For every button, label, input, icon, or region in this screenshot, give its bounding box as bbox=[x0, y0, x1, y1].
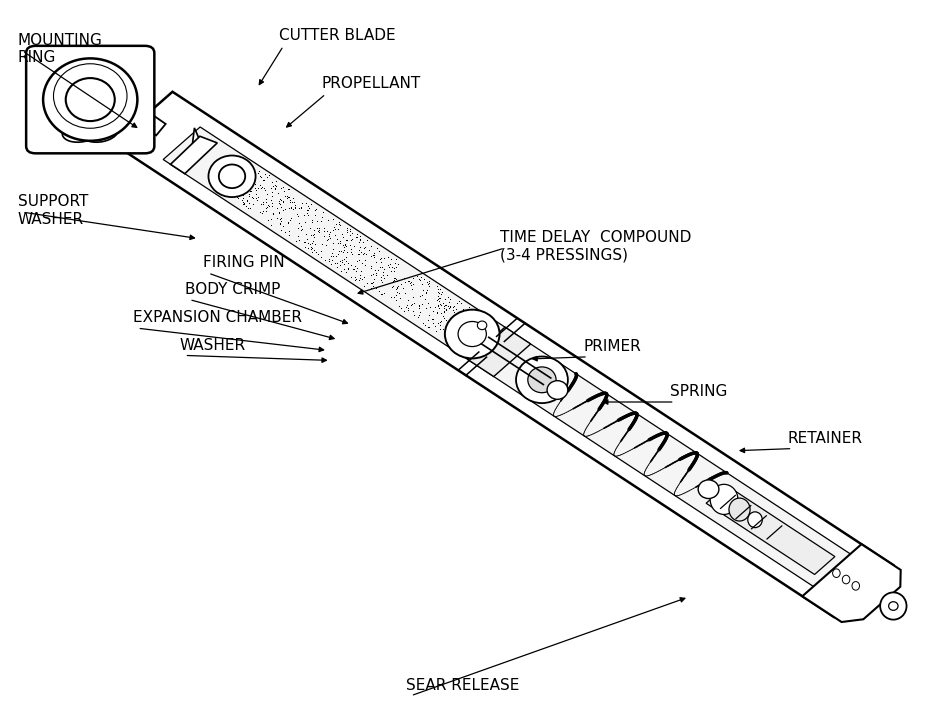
Ellipse shape bbox=[478, 321, 487, 330]
Ellipse shape bbox=[729, 498, 750, 521]
Text: SEAR RELEASE: SEAR RELEASE bbox=[406, 678, 519, 693]
Ellipse shape bbox=[528, 367, 556, 393]
Ellipse shape bbox=[81, 121, 118, 142]
Ellipse shape bbox=[209, 156, 256, 197]
Polygon shape bbox=[163, 127, 874, 602]
FancyBboxPatch shape bbox=[26, 46, 154, 154]
Ellipse shape bbox=[710, 485, 738, 514]
Ellipse shape bbox=[880, 592, 906, 620]
Text: WASHER: WASHER bbox=[179, 337, 246, 353]
Ellipse shape bbox=[458, 322, 486, 347]
Polygon shape bbox=[802, 544, 901, 622]
Ellipse shape bbox=[62, 121, 99, 142]
Text: TIME DELAY  COMPOUND
(3-4 PRESSINGS): TIME DELAY COMPOUND (3-4 PRESSINGS) bbox=[500, 230, 692, 262]
Ellipse shape bbox=[888, 602, 898, 610]
Text: RETAINER: RETAINER bbox=[788, 431, 863, 446]
Polygon shape bbox=[191, 128, 203, 159]
Text: PROPELLANT: PROPELLANT bbox=[321, 76, 420, 91]
Ellipse shape bbox=[219, 164, 245, 188]
Text: MOUNTING
RING: MOUNTING RING bbox=[18, 33, 103, 65]
Polygon shape bbox=[171, 136, 217, 174]
Ellipse shape bbox=[842, 575, 850, 584]
Ellipse shape bbox=[699, 480, 719, 498]
Ellipse shape bbox=[748, 512, 763, 528]
Text: FIRING PIN: FIRING PIN bbox=[203, 255, 285, 270]
Text: BODY CRIMP: BODY CRIMP bbox=[184, 281, 279, 297]
Text: EXPANSION CHAMBER: EXPANSION CHAMBER bbox=[133, 310, 302, 325]
Polygon shape bbox=[468, 327, 531, 376]
Polygon shape bbox=[113, 92, 893, 617]
Text: PRIMER: PRIMER bbox=[583, 339, 641, 354]
Polygon shape bbox=[706, 485, 834, 574]
Ellipse shape bbox=[852, 582, 860, 590]
Ellipse shape bbox=[833, 569, 840, 577]
Polygon shape bbox=[126, 101, 165, 136]
Text: CUTTER BLADE: CUTTER BLADE bbox=[278, 28, 396, 43]
Ellipse shape bbox=[548, 381, 568, 399]
Text: SUPPORT
WASHER: SUPPORT WASHER bbox=[18, 194, 88, 227]
Text: SPRING: SPRING bbox=[670, 384, 727, 399]
Ellipse shape bbox=[66, 78, 115, 121]
Ellipse shape bbox=[43, 58, 138, 141]
Ellipse shape bbox=[516, 357, 568, 403]
Ellipse shape bbox=[445, 309, 499, 358]
